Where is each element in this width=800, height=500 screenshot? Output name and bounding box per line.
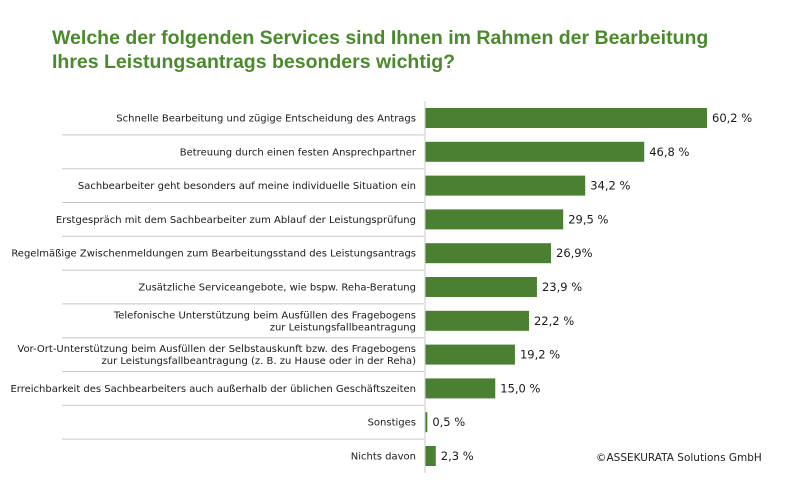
category-label-line: Zusätzliche Serviceangebote, wie bspw. R…	[138, 283, 416, 294]
copyright-notice: ©ASSEKURATA Solutions GmbH	[596, 452, 762, 464]
bar	[425, 412, 428, 433]
category-label-line: Betreuung durch einen festen Ansprechpar…	[180, 147, 417, 158]
chart-title: Welche der folgenden Services sind Ihnen…	[52, 26, 752, 74]
bar	[425, 446, 436, 466]
bar	[425, 344, 515, 365]
value-label: 26,9%	[556, 246, 593, 260]
category-label: Zusätzliche Serviceangebote, wie bspw. R…	[138, 283, 416, 294]
category-label: Erstgespräch mit dem Sachbearbeiter zum …	[56, 215, 416, 226]
value-label: 2,3 %	[441, 449, 474, 463]
category-label: Betreuung durch einen festen Ansprechpar…	[180, 147, 417, 158]
category-label-line: Telefonische Unterstützung beim Ausfülle…	[113, 310, 416, 321]
category-label-line: Nichts davon	[351, 452, 416, 463]
category-label: Erreichbarkeit des Sachbearbeiters auch …	[10, 384, 416, 395]
category-label-line: Schnelle Bearbeitung und zügige Entschei…	[116, 114, 416, 125]
value-label: 46,8 %	[649, 145, 689, 159]
bar	[425, 175, 586, 196]
value-label: 15,0 %	[500, 381, 540, 395]
value-label: 60,2 %	[712, 111, 752, 125]
bar	[425, 277, 537, 297]
bar	[425, 108, 707, 128]
bar	[425, 243, 552, 264]
category-label: Nichts davon	[351, 452, 416, 463]
category-label-line: Regelmäßige Zwischenmeldungen zum Bearbe…	[11, 249, 416, 260]
category-label-line: Vor-Ort-Unterstützung beim Ausfüllen der…	[17, 344, 416, 355]
category-label-line: Sonstiges	[368, 418, 416, 429]
category-label: Telefonische Unterstützung beim Ausfülle…	[113, 310, 416, 333]
bar	[425, 310, 529, 331]
value-label: 29,5 %	[568, 212, 608, 226]
value-label: 19,2 %	[520, 348, 560, 362]
bar	[425, 378, 496, 399]
bar	[425, 141, 645, 162]
value-label: 34,2 %	[590, 179, 630, 193]
category-label-line: Erstgespräch mit dem Sachbearbeiter zum …	[56, 215, 416, 226]
category-label-line: zur Leistungsfallbeantragung (z. B. zu H…	[102, 356, 417, 367]
category-label: Schnelle Bearbeitung und zügige Entschei…	[116, 114, 416, 125]
value-label: 22,2 %	[534, 314, 574, 328]
value-label: 23,9 %	[542, 280, 582, 294]
category-label: Regelmäßige Zwischenmeldungen zum Bearbe…	[11, 249, 416, 260]
category-label-line: Erreichbarkeit des Sachbearbeiters auch …	[10, 384, 416, 395]
chart-title-line-1: Welche der folgenden Services sind Ihnen…	[52, 27, 709, 49]
category-label: Sonstiges	[368, 418, 416, 429]
bar	[425, 209, 564, 230]
category-label: Vor-Ort-Unterstützung beim Ausfüllen der…	[17, 344, 416, 367]
category-label-line: zur Leistungsfallbeantragung	[270, 322, 416, 333]
chart-title-line-2: Ihres Leistungsantrags besonders wichtig…	[52, 51, 456, 73]
category-label: Sachbearbeiter geht besonders auf meine …	[78, 181, 416, 192]
value-label: 0,5 %	[432, 415, 465, 429]
category-label-line: Sachbearbeiter geht besonders auf meine …	[78, 181, 416, 192]
